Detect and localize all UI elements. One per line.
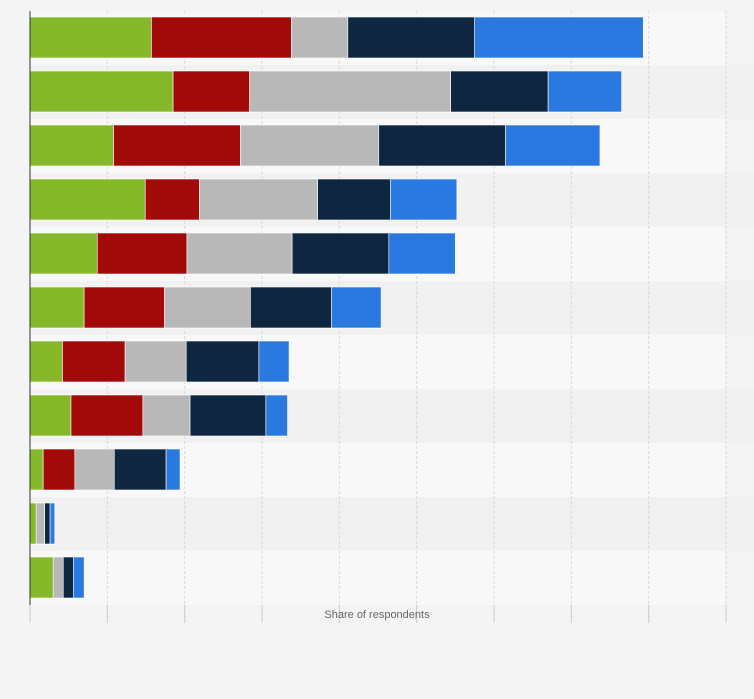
bar-segment bbox=[347, 16, 475, 59]
bar-segment bbox=[165, 448, 181, 491]
bar-segment bbox=[113, 124, 241, 167]
bar-segment bbox=[124, 340, 187, 383]
bar-segment bbox=[378, 124, 506, 167]
bar-segment bbox=[42, 448, 76, 491]
bar-segment bbox=[29, 178, 146, 221]
bar-segment bbox=[74, 448, 115, 491]
bar-segment bbox=[291, 232, 390, 275]
bar-segment bbox=[388, 232, 456, 275]
bar-segment bbox=[199, 178, 318, 221]
bar-segment bbox=[29, 16, 152, 59]
bar-segment bbox=[29, 232, 98, 275]
bar-segment bbox=[29, 340, 63, 383]
bar-segment bbox=[29, 394, 72, 437]
bar-segment bbox=[144, 178, 200, 221]
bar-segment bbox=[265, 394, 288, 437]
bar-segment bbox=[73, 556, 85, 599]
bar-segment bbox=[62, 556, 74, 599]
bar-segment bbox=[70, 394, 144, 437]
bar-segment bbox=[62, 340, 126, 383]
bar-segment bbox=[35, 502, 45, 545]
bar-segment bbox=[113, 448, 167, 491]
bar-segment bbox=[29, 124, 114, 167]
bar-segment bbox=[142, 394, 191, 437]
bar-segment bbox=[29, 448, 44, 491]
bar-segment bbox=[52, 556, 64, 599]
bar-segment bbox=[505, 124, 601, 167]
axes bbox=[29, 11, 727, 623]
bar-segment bbox=[29, 70, 174, 113]
bar-segment bbox=[83, 286, 165, 329]
bar-segment bbox=[29, 556, 54, 599]
bar-segment bbox=[250, 286, 332, 329]
bar-segment bbox=[172, 70, 250, 113]
bar-segment bbox=[185, 340, 260, 383]
row-band bbox=[30, 497, 754, 551]
bar-segment bbox=[450, 70, 549, 113]
bar-segment bbox=[189, 394, 267, 437]
bar-segment bbox=[186, 232, 293, 275]
bar-segment bbox=[249, 70, 451, 113]
bar-segment bbox=[474, 16, 644, 59]
bar-segment bbox=[258, 340, 290, 383]
bar-segment bbox=[317, 178, 391, 221]
bar-segment bbox=[331, 286, 382, 329]
bar-segment bbox=[240, 124, 380, 167]
bar-segment bbox=[291, 16, 349, 59]
bar-segment bbox=[151, 16, 292, 59]
bar-segment bbox=[49, 502, 56, 545]
bar-segment bbox=[164, 286, 251, 329]
bar-segment bbox=[44, 502, 51, 545]
bar-segment bbox=[96, 232, 188, 275]
bar-segment bbox=[29, 502, 37, 545]
bar-segment bbox=[390, 178, 458, 221]
bars bbox=[29, 16, 644, 599]
bar-segment bbox=[547, 70, 622, 113]
x-axis-label: Share of respondents bbox=[324, 609, 430, 621]
bar-segment bbox=[29, 286, 85, 329]
